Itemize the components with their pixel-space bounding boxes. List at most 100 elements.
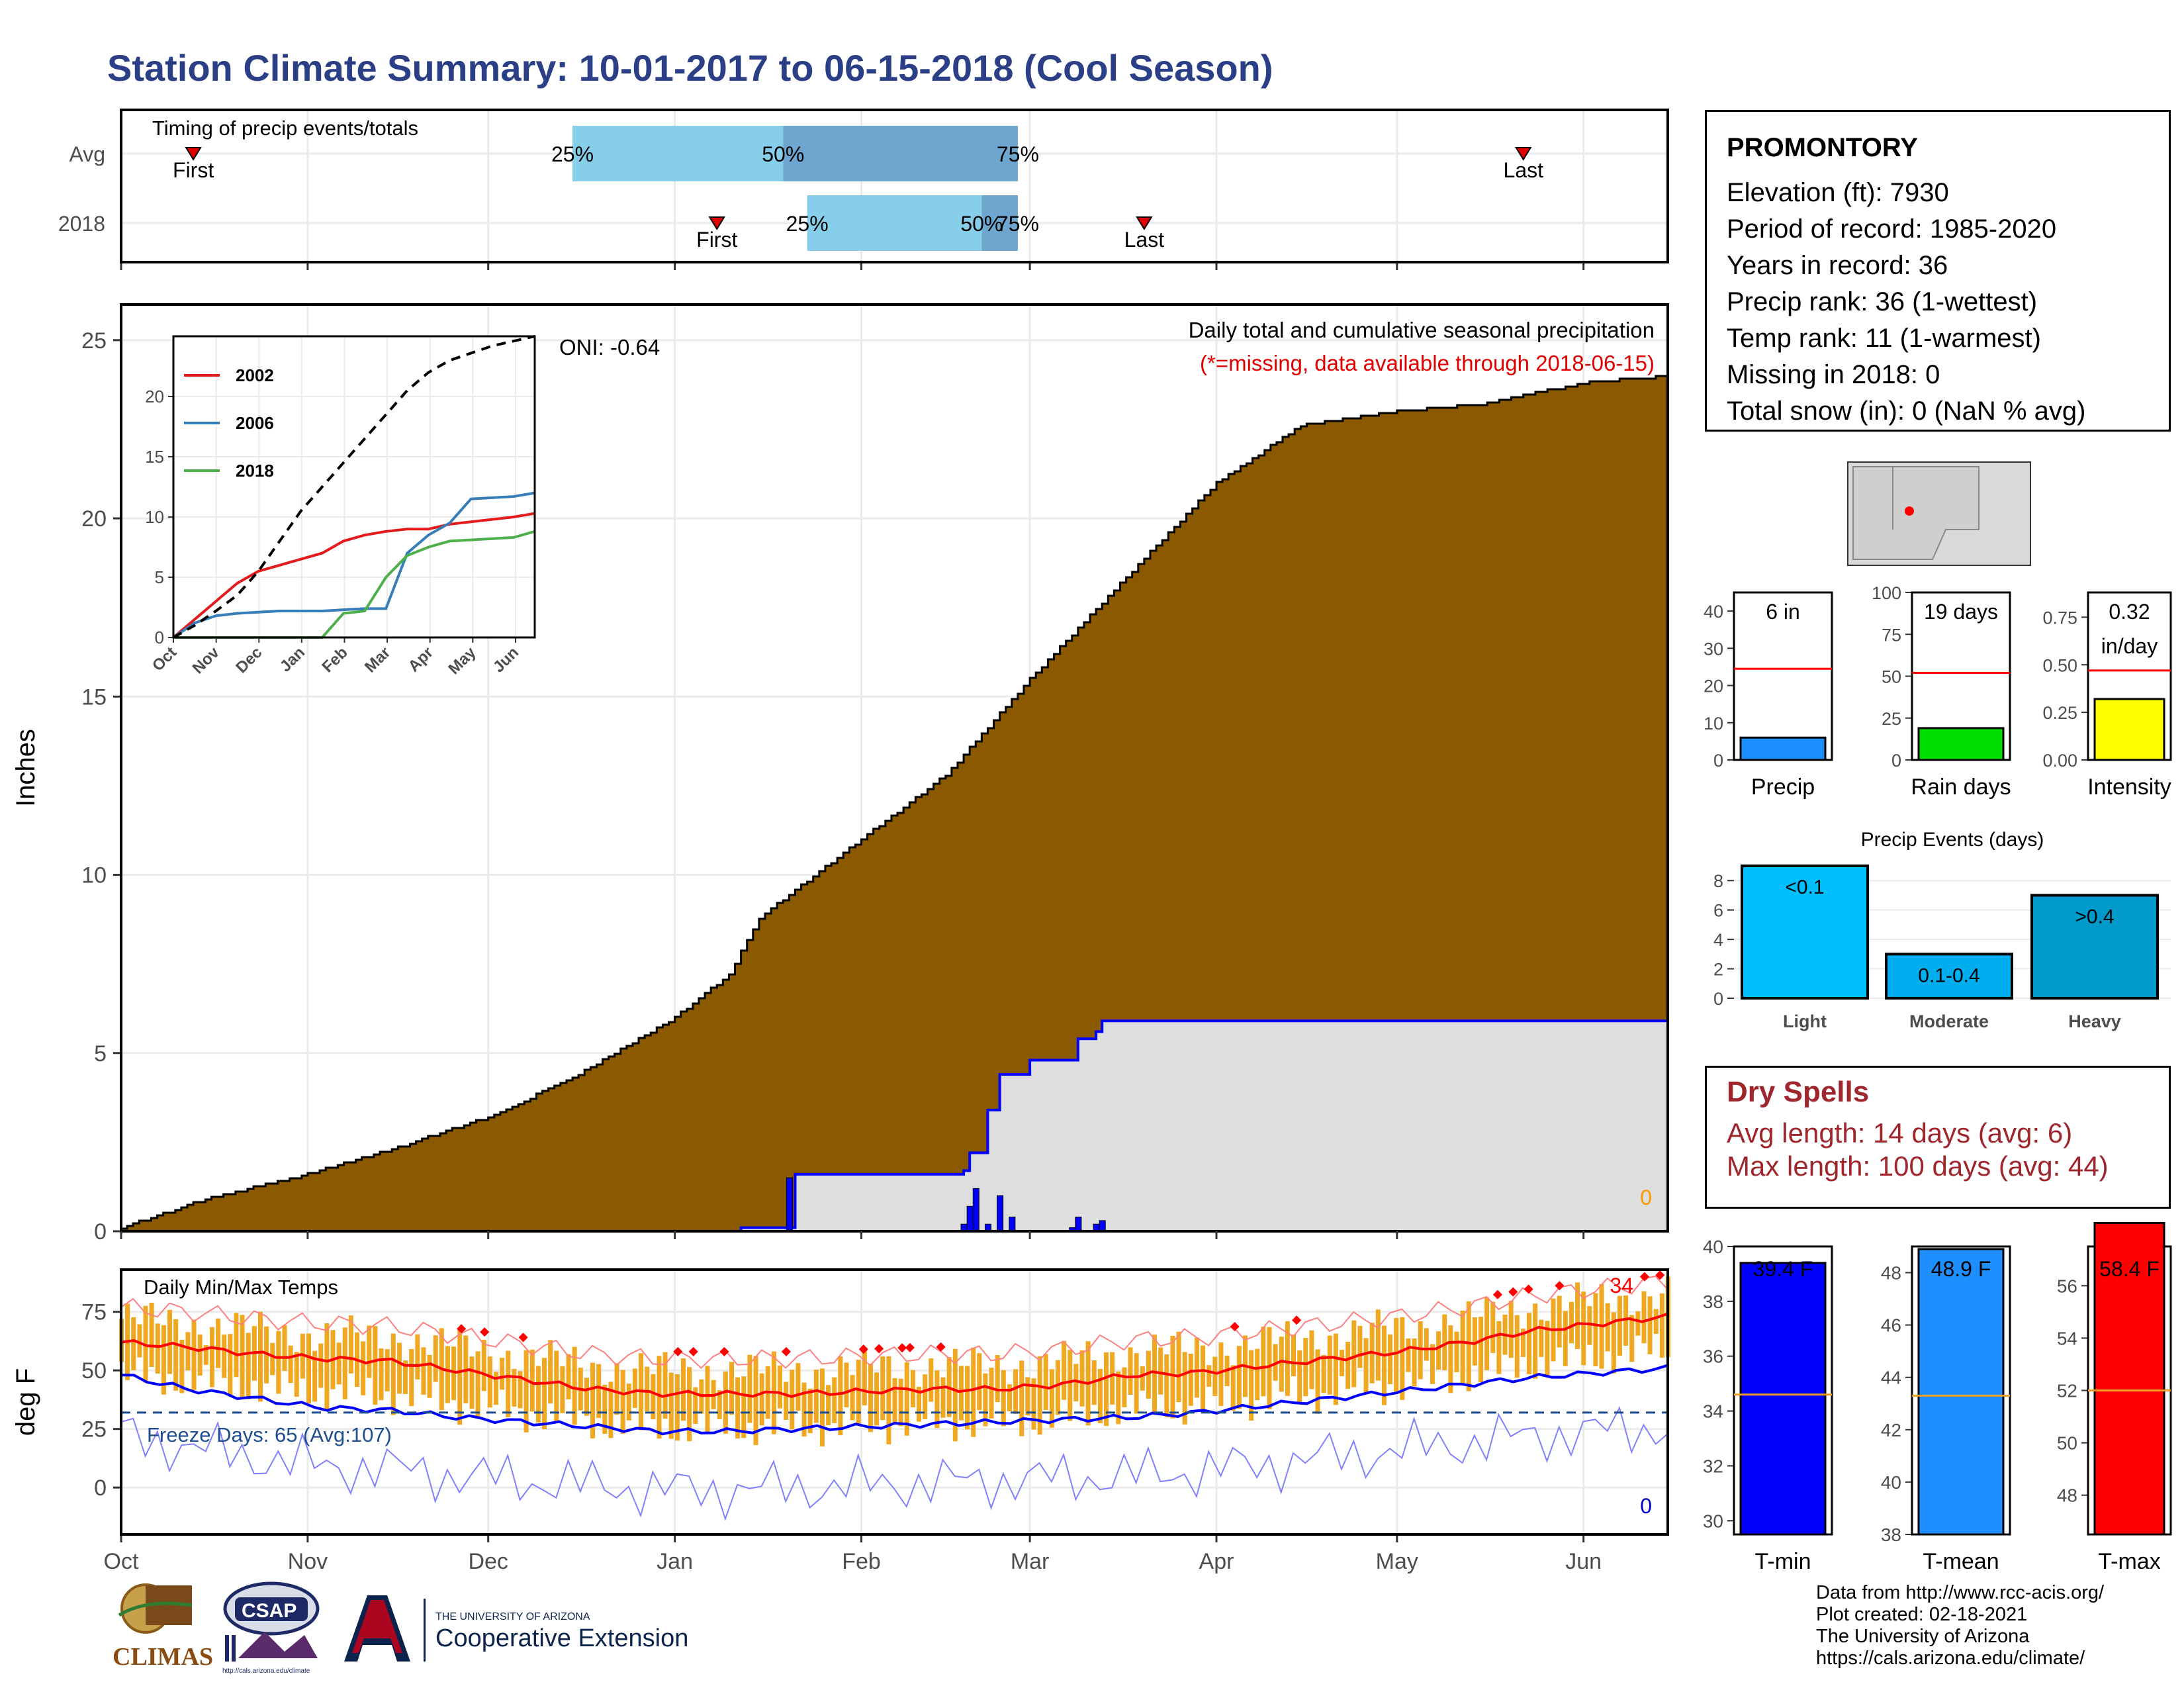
daily-temp-bar — [1424, 1328, 1429, 1361]
tmin-ytick-label: 32 — [1703, 1456, 1723, 1476]
temp-xtick-label: Nov — [288, 1549, 328, 1574]
temp-avg-line-1 — [120, 1364, 1668, 1436]
daily-temp-bar — [1236, 1346, 1242, 1409]
daily-temp-bar — [1527, 1313, 1532, 1375]
daily-temp-bar — [662, 1352, 668, 1419]
daily-temp-bar — [216, 1318, 221, 1368]
daily-temp-bar — [1412, 1338, 1417, 1387]
daily-temp-bar — [1357, 1326, 1363, 1368]
events-category-label: Heavy — [2068, 1011, 2121, 1031]
daily-temp-bar — [1520, 1329, 1525, 1357]
daily-temp-bar — [1484, 1297, 1490, 1370]
inset-ytick-label: 5 — [155, 567, 164, 587]
daily-temp-bar — [1629, 1315, 1635, 1362]
rain-days-category-label: Rain days — [1911, 774, 2011, 800]
daily-temp-bar — [1068, 1350, 1073, 1421]
daily-temp-bar — [850, 1375, 855, 1421]
daily-temp-bar — [807, 1388, 813, 1434]
record-high-marker — [673, 1346, 683, 1356]
daily-temp-bar — [778, 1365, 783, 1409]
daily-temp-bar — [1055, 1360, 1060, 1415]
daily-temp-bar — [1587, 1306, 1592, 1345]
events-bar-label: <0.1 — [1785, 876, 1824, 898]
daily-temp-bar — [451, 1346, 457, 1401]
daily-temp-bar — [886, 1356, 891, 1445]
inset-legend-label-2018: 2018 — [236, 461, 274, 481]
daily-temp-bar — [862, 1346, 867, 1406]
this-year-cumulative-area — [121, 1021, 1668, 1231]
timing-last-label: Last — [1504, 158, 1544, 182]
temp-ylabel: deg F — [11, 1368, 40, 1436]
daily-temp-bar — [506, 1350, 511, 1417]
daily-temp-bar — [952, 1348, 958, 1442]
daily-temp-bar — [1340, 1350, 1345, 1376]
temp-xtick-label: Apr — [1199, 1549, 1234, 1574]
intensity-bar — [2093, 698, 2165, 761]
events-ytick-label: 4 — [1713, 930, 1723, 950]
record-high-line — [120, 1276, 1668, 1370]
rain-days-ytick-label: 0 — [1891, 751, 1901, 771]
daily-temp-bar — [1557, 1295, 1562, 1348]
temp-frame — [120, 1268, 1669, 1536]
temp-xtick-label: Feb — [842, 1549, 881, 1574]
daily-temp-bar — [1128, 1347, 1133, 1395]
daily-temp-bar — [1388, 1334, 1393, 1385]
daily-temp-bar — [819, 1368, 825, 1447]
tmin-ytick-label: 30 — [1703, 1511, 1723, 1531]
daily-temp-bar — [324, 1323, 330, 1411]
daily-temp-bar — [590, 1362, 596, 1438]
daily-temp-bar — [312, 1350, 318, 1402]
university-of-arizona-logo: THE UNIVERSITY OF ARIZONA Cooperative Ex… — [344, 1595, 688, 1662]
timing-first-label: First — [173, 158, 214, 182]
intensity-value-label: 0.32 — [2109, 600, 2150, 624]
daily-temp-bar — [651, 1374, 656, 1420]
daily-temp-bar — [1073, 1364, 1079, 1402]
daily-temp-bar — [747, 1354, 752, 1423]
footer-credits: Data from http://www.rcc-acis.org/ Plot … — [1816, 1582, 2104, 1669]
inset-ytick-label: 15 — [145, 447, 164, 467]
tmean-ytick-label: 46 — [1881, 1315, 1901, 1336]
daily-temp-bar — [342, 1327, 347, 1399]
precip-subtitle: (*=missing, data available through 2018-… — [1200, 351, 1655, 375]
daily-temp-bar — [1514, 1315, 1520, 1378]
daily-temp-bar — [614, 1363, 619, 1415]
precip-total-ytick-label: 40 — [1704, 602, 1723, 622]
footer-university: The University of Arizona — [1816, 1626, 2030, 1647]
daily-temp-bar — [1533, 1303, 1538, 1379]
dry-spells-avg: Avg length: 14 days (avg: 6) — [1727, 1117, 2073, 1149]
daily-temp-bar — [257, 1311, 263, 1402]
daily-temp-bar — [1363, 1338, 1369, 1393]
rain-days-value-label: 19 days — [1924, 600, 1998, 624]
daily-temp-bar — [1641, 1291, 1647, 1344]
record-high-marker — [905, 1342, 915, 1352]
events-ytick-label: 2 — [1713, 960, 1723, 980]
tmax-ytick-label: 52 — [2057, 1381, 2077, 1401]
timing-title: Timing of precip events/totals — [152, 117, 418, 140]
daily-temp-bar — [1418, 1321, 1423, 1380]
daily-temp-bar — [796, 1363, 801, 1411]
intensity-ytick-label: 0.50 — [2042, 655, 2077, 675]
daily-temp-bar — [228, 1334, 233, 1397]
daily-temp-bar — [1653, 1309, 1659, 1335]
record-high-marker — [480, 1327, 490, 1337]
daily-temp-bar — [668, 1372, 674, 1439]
daily-temp-bar — [487, 1356, 492, 1408]
daily-temp-bar — [1182, 1352, 1187, 1425]
daily-precip-bar — [997, 1195, 1004, 1232]
precip-ytick-label: 0 — [94, 1219, 107, 1244]
record-high-marker — [719, 1346, 729, 1356]
daily-temp-bar — [1031, 1378, 1036, 1430]
daily-temp-bar — [838, 1356, 843, 1436]
ua-small-text: THE UNIVERSITY OF ARIZONA — [435, 1611, 590, 1622]
tmax-ytick-label: 48 — [2057, 1485, 2077, 1506]
daily-precip-bar — [966, 1205, 974, 1232]
daily-temp-bar — [723, 1371, 728, 1434]
daily-temp-bar — [240, 1315, 245, 1399]
rain-days-ytick-label: 25 — [1882, 709, 1901, 729]
daily-temp-bar — [1043, 1354, 1048, 1410]
daily-temp-bar — [1152, 1335, 1158, 1415]
daily-temp-bar — [1291, 1335, 1297, 1377]
